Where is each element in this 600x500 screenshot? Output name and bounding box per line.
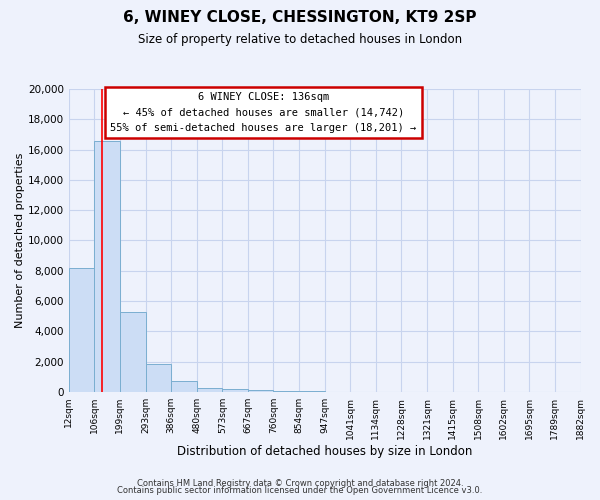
Text: 6 WINEY CLOSE: 136sqm
← 45% of detached houses are smaller (14,742)
55% of semi-: 6 WINEY CLOSE: 136sqm ← 45% of detached … bbox=[110, 92, 416, 133]
Bar bbox=[120, 312, 146, 392]
Y-axis label: Number of detached properties: Number of detached properties bbox=[15, 153, 25, 328]
Text: Contains public sector information licensed under the Open Government Licence v3: Contains public sector information licen… bbox=[118, 486, 482, 495]
Bar bbox=[146, 364, 171, 392]
Bar bbox=[222, 389, 248, 392]
Bar bbox=[299, 391, 325, 392]
Text: Size of property relative to detached houses in London: Size of property relative to detached ho… bbox=[138, 32, 462, 46]
Text: 6, WINEY CLOSE, CHESSINGTON, KT9 2SP: 6, WINEY CLOSE, CHESSINGTON, KT9 2SP bbox=[123, 10, 477, 25]
Bar bbox=[94, 140, 120, 392]
Bar bbox=[274, 390, 299, 392]
Bar bbox=[69, 268, 94, 392]
Text: Contains HM Land Registry data © Crown copyright and database right 2024.: Contains HM Land Registry data © Crown c… bbox=[137, 478, 463, 488]
Bar bbox=[197, 388, 222, 392]
Bar bbox=[171, 380, 197, 392]
Bar bbox=[248, 390, 274, 392]
X-axis label: Distribution of detached houses by size in London: Distribution of detached houses by size … bbox=[177, 444, 472, 458]
